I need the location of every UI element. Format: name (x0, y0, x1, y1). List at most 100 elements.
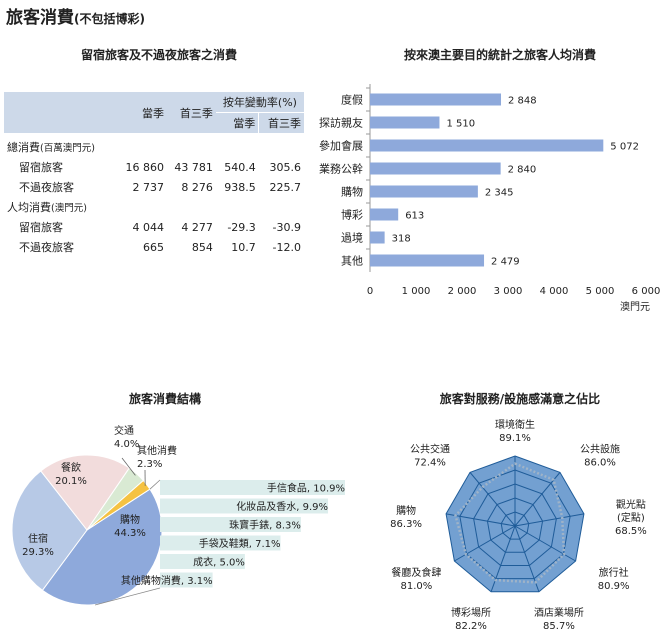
cell-ytd: 854 (191, 240, 213, 254)
x-tick-label: 3 000 (494, 286, 523, 297)
value-label: 613 (405, 211, 424, 222)
value-label: 2 840 (508, 165, 537, 176)
cell-quarter: 4 044 (132, 220, 164, 234)
group-label: 人均消費(澳門元) (7, 201, 87, 214)
group-row-per-capita: 人均消費(澳門元) (4, 197, 304, 217)
cell-change-ytd: 305.6 (269, 160, 302, 174)
slice-value-label: 2.3% (137, 459, 162, 470)
bar (370, 139, 604, 152)
spending-table: 當季 首三季 按年變動率(%) 當季 首三季 總消費(百萬澳門元) 留宿旅客 1… (4, 92, 304, 257)
cell-ytd: 4 277 (181, 220, 213, 234)
category-label: 參加會展 (319, 139, 363, 153)
bar (370, 116, 440, 129)
slice-label: 住宿 (28, 532, 48, 545)
table-subheader-row: 當季 首三季 (4, 112, 304, 133)
radar-value-label: 68.5% (615, 526, 647, 537)
breakdown-label: 手袋及鞋類, 7.1% (199, 537, 281, 550)
radar-spoke (454, 525, 516, 562)
radar-grid-ring (459, 469, 571, 580)
pie-slice (40, 454, 130, 531)
category-label: 其他 (341, 255, 363, 268)
radar-value-label: 82.2% (455, 621, 487, 632)
breakdown-label: 其他購物消費, 3.1% (121, 574, 213, 587)
slice-value-label: 4.0% (114, 439, 139, 450)
cell-ytd: 43 781 (174, 160, 213, 174)
x-tick-label: 2 000 (448, 286, 477, 297)
bar-chart: 度假 2 848 探訪親友 1 510 參加會展 5 072 業務公幹 2 840 購物 2 34… (319, 84, 660, 313)
row-label: 不過夜旅客 (19, 181, 74, 194)
cell-change-ytd: 225.7 (269, 180, 302, 194)
pie-chart-title: 旅客消費結構 (128, 392, 201, 406)
subheader-quarter: 當季 (215, 112, 260, 133)
value-label: 5 072 (610, 142, 639, 153)
category-label: 過境 (341, 231, 363, 245)
cell-change-quarter: 938.5 (224, 180, 256, 194)
radar-spoke (514, 525, 540, 592)
breakdown-bar (160, 498, 329, 514)
radar-spoke (514, 525, 576, 562)
cell-change-ytd: -12.0 (272, 240, 301, 254)
x-axis-label: 澳門元 (620, 300, 650, 313)
radar-value-label: 86.0% (584, 457, 616, 468)
header-ytd: 首三季 (166, 92, 216, 133)
breakdown-bar (160, 535, 281, 551)
slice-label: 交通 (114, 424, 134, 437)
category-label: 業務公幹 (319, 162, 363, 176)
value-label: 2 479 (491, 257, 520, 268)
radar-value-label: 81.0% (400, 581, 432, 592)
bar (370, 185, 478, 198)
breakdown-label: 手信食品, 10.9% (267, 482, 345, 495)
slice-value-label: 29.3% (22, 547, 54, 558)
radar-value-label: 89.1% (499, 433, 531, 444)
breakdown-bar (160, 517, 301, 532)
table-header-row: 當季 首三季 按年變動率(%) (4, 92, 304, 133)
table-row: 不過夜旅客 2 737 8 276 938.5 225.7 (4, 177, 304, 197)
radar-axis-label: 環境衛生 (495, 418, 535, 431)
row-label: 不過夜旅客 (19, 241, 74, 254)
bar (370, 231, 385, 244)
cell-ytd: 8 276 (181, 180, 213, 194)
x-tick-label: 0 (367, 286, 373, 297)
category-label: 探訪親友 (319, 116, 363, 130)
radar-value-label: 86.3% (390, 519, 422, 530)
bar-chart-title: 按來澳主要目的統計之旅客人均消費 (403, 48, 596, 62)
radar-grid-ring (486, 497, 544, 553)
radar-axis-label: 酒店業場所 (534, 606, 584, 619)
cell-quarter: 16 860 (125, 160, 164, 174)
radar-axis-label: 公共設施 (580, 442, 620, 455)
header-change: 按年變動率(%) (215, 92, 304, 113)
radar-spoke (514, 472, 561, 527)
value-label: 2 345 (485, 188, 514, 199)
pie-slice (11, 470, 88, 592)
slice-label: 購物 (120, 513, 140, 526)
connector-line (94, 587, 161, 606)
x-tick-label: 6 000 (632, 286, 660, 297)
radar-data-series (454, 462, 566, 584)
page-subtitle: (不包括博彩) (74, 12, 145, 26)
value-label: 318 (392, 234, 411, 245)
breakdown-label: 珠寶手錶, 8.3% (229, 519, 301, 532)
bar (370, 254, 485, 267)
breakdown-bar (160, 554, 245, 569)
x-tick-label: 4 000 (540, 286, 569, 297)
breakdown-label: 化妝品及香水, 9.9% (236, 500, 328, 513)
leader-line (121, 457, 136, 476)
subheader-ytd: 首三季 (258, 112, 304, 133)
cell-quarter: 2 737 (132, 180, 164, 194)
slice-label: 其他消費 (137, 444, 177, 457)
radar-grid-ring (473, 483, 557, 566)
value-label: 1 510 (446, 119, 475, 130)
slice-label: 餐飲 (61, 461, 81, 474)
radar-value-label: 85.7% (543, 621, 575, 632)
radar-value-label: 72.4% (414, 457, 446, 468)
pie-slice (41, 488, 163, 606)
table-header-blank (4, 92, 118, 133)
row-label: 留宿旅客 (19, 161, 63, 174)
x-tick-label: 1 000 (402, 286, 431, 297)
cell-change-ytd: -30.9 (272, 220, 301, 234)
breakdown-bar (160, 480, 345, 495)
category-label: 購物 (341, 185, 363, 199)
table-row: 留宿旅客 16 860 43 781 540.4 305.6 (4, 157, 304, 177)
connector-line (149, 479, 161, 490)
row-label: 留宿旅客 (19, 221, 63, 234)
